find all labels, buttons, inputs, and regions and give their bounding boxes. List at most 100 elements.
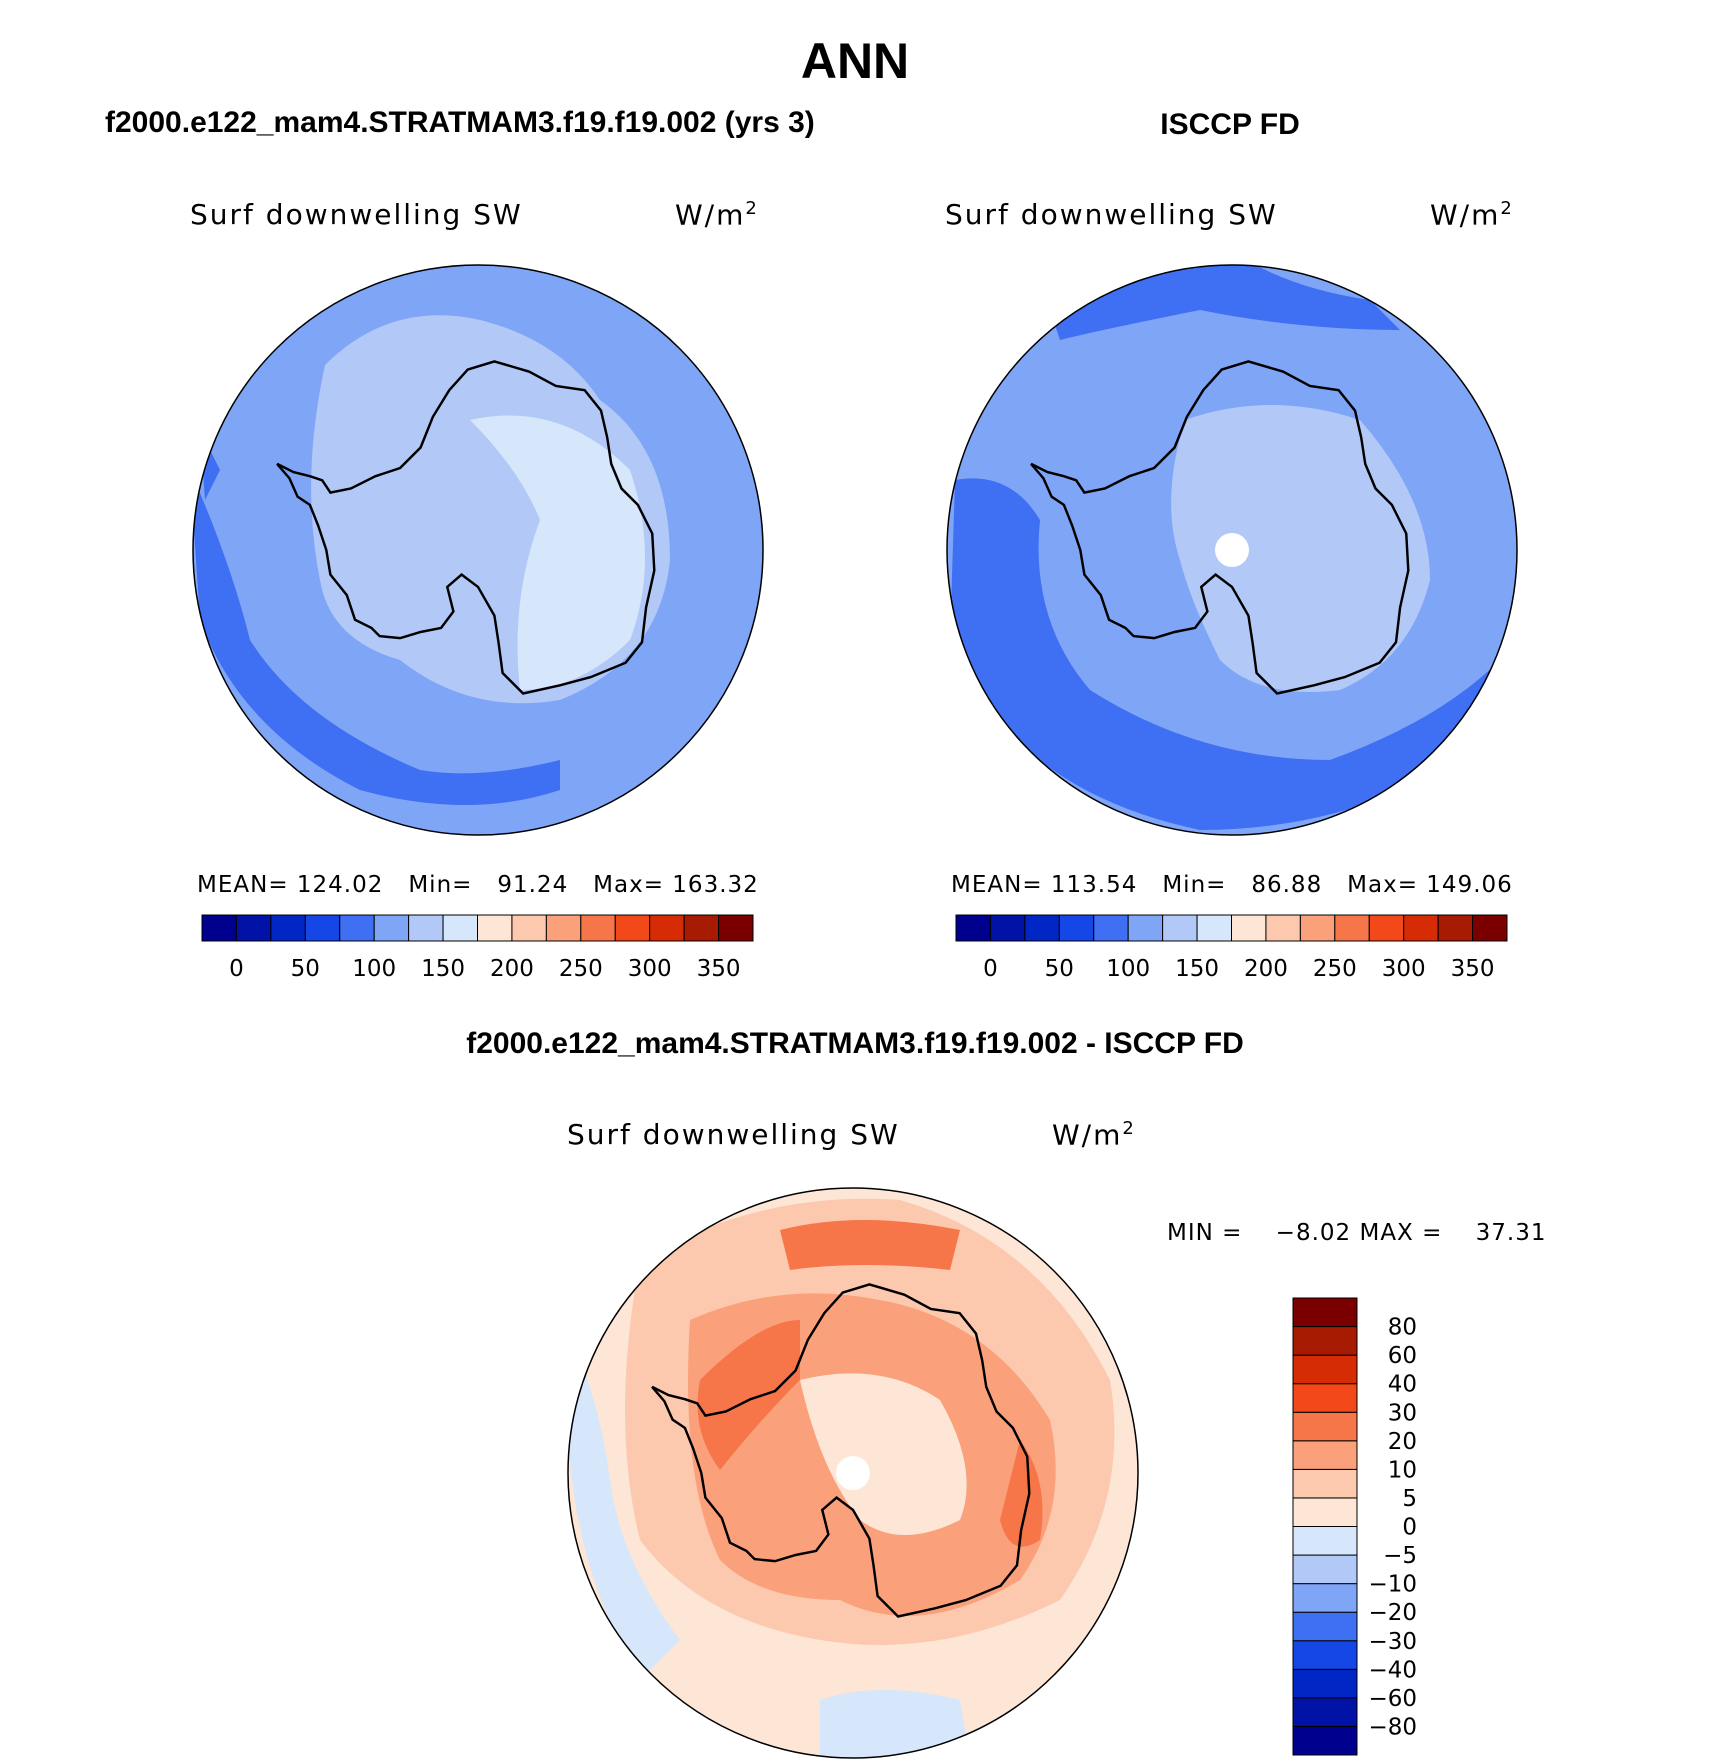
p3-colorbar-box	[1292, 1468, 1358, 1499]
p1-colorbar-tick-label: 300	[628, 956, 672, 982]
p2-colorbar-box	[1368, 914, 1405, 942]
p3-colorbar-box	[1292, 1326, 1358, 1356]
panel-3-left-label: Surf downwelling SW	[567, 1118, 900, 1151]
p1-southern-belt	[193, 470, 560, 805]
p2-map-border	[946, 264, 1518, 836]
panel-3-stats: MIN = −8.02 MAX = 37.31	[1167, 1220, 1547, 1246]
p1-colorbar-box	[580, 914, 616, 942]
panel-2-map	[946, 264, 1518, 836]
p2-colorbar-box	[1093, 914, 1129, 942]
p2-colorbar-tick-label: 0	[983, 956, 998, 982]
p3-map-border	[567, 1187, 1139, 1759]
panel-1-min: 91.24	[497, 872, 569, 898]
panel-2-mean: 113.54	[1050, 872, 1138, 898]
p2-missing-pole	[1215, 533, 1249, 567]
p2-colorbar-tick-label: 300	[1382, 956, 1426, 982]
p3-coast-strong	[697, 1320, 800, 1470]
p1-colorbar-tick-label: 50	[291, 956, 320, 982]
panel-3-map	[567, 1187, 1139, 1759]
p2-colorbar-tick-label: 350	[1451, 956, 1495, 982]
p2-colorbar-box	[1299, 914, 1336, 942]
p1-colorbar-box	[718, 914, 754, 942]
panel-2-min-label: Min=	[1162, 872, 1227, 898]
panel-1-max: 163.32	[672, 872, 759, 898]
p1-colorbar-tick-label: 200	[490, 956, 534, 982]
p2-southern-belt	[950, 478, 1517, 830]
panel-2-colorbar: 0 50 100 150 200 250 300 350	[955, 914, 1508, 982]
p1-colorbar-box	[649, 914, 685, 942]
panel-3-min: −8.02	[1275, 1220, 1352, 1246]
panel-3-units: W/m2	[1052, 1118, 1136, 1151]
panel-3-max: 37.31	[1475, 1220, 1547, 1246]
panel-2-max-label: Max=	[1347, 872, 1418, 898]
panel-3-units-base: W/m	[1052, 1118, 1123, 1152]
p1-colorbar-tick-label: 100	[352, 956, 396, 982]
p2-colorbar-box	[1403, 914, 1439, 942]
p3-colorbar-tick-label: 30	[1388, 1400, 1417, 1426]
p1-colorbar-box	[201, 914, 237, 942]
panel-2-units-sup: 2	[1500, 198, 1514, 219]
p3-colorbar-box	[1292, 1583, 1358, 1613]
p3-colorbar-tick-label: −10	[1368, 1572, 1417, 1598]
p3-band-north	[780, 1220, 960, 1270]
p2-colorbar-box	[1437, 914, 1474, 942]
p1-colorbar-box	[304, 914, 341, 942]
p3-negative-west	[568, 1330, 680, 1680]
p2-colorbar-box	[955, 914, 991, 942]
panel-1-units-base: W/m	[675, 198, 746, 232]
panel-2-max: 149.06	[1426, 872, 1513, 898]
p3-colorbar-tick-label: 5	[1402, 1486, 1417, 1512]
p3-colorbar-box	[1292, 1611, 1358, 1642]
p3-colorbar-box	[1292, 1440, 1358, 1470]
p3-missing-pole	[836, 1456, 870, 1490]
p3-negative-south	[820, 1690, 970, 1758]
p3-colorbar-box	[1292, 1383, 1358, 1413]
p3-colorbar-tick-label: 20	[1388, 1429, 1417, 1455]
p1-colorbar-box	[442, 914, 478, 942]
p1-colorbar-box	[511, 914, 547, 942]
panel-2-mean-label: MEAN=	[951, 872, 1043, 898]
p3-colorbar-box	[1292, 1668, 1358, 1699]
p2-colorbar-box	[989, 914, 1026, 942]
p3-colorbar-tick-label: −40	[1368, 1657, 1417, 1683]
p2-colorbar-box	[1058, 914, 1095, 942]
p2-colorbar-box	[1231, 914, 1267, 942]
p1-colorbar-box	[408, 914, 444, 942]
p1-colorbar-box	[270, 914, 306, 942]
p3-colorbar-box	[1292, 1411, 1358, 1442]
p2-continent	[1171, 405, 1430, 692]
panel-1-colorbar: 0 50 100 150 200 250 300 350	[201, 914, 754, 982]
panel-2-units-base: W/m	[1430, 198, 1501, 232]
p2-colorbar-box	[1265, 914, 1301, 942]
p3-colorbar-box	[1292, 1297, 1358, 1328]
p2-colorbar-tick-label: 150	[1175, 956, 1219, 982]
p3-colorbar-tick-label: 10	[1388, 1457, 1417, 1483]
p3-colorbar-box	[1292, 1354, 1358, 1385]
p2-colorbar-box	[1127, 914, 1164, 942]
p2-colorbar-box	[1162, 914, 1198, 942]
p2-colorbar-tick-label: 200	[1244, 956, 1288, 982]
p2-colorbar-tick-label: 250	[1313, 956, 1357, 982]
panel-1-mean: 124.02	[296, 872, 384, 898]
p1-colorbar-box	[373, 914, 410, 942]
p1-colorbar-tick-label: 350	[697, 956, 741, 982]
p2-colorbar-box	[1196, 914, 1232, 942]
panel-1-map	[192, 264, 764, 836]
p1-colorbar-box	[235, 914, 272, 942]
p3-plateau	[800, 1373, 967, 1535]
p1-colorbar-tick-label: 0	[229, 956, 244, 982]
p1-plateau	[470, 415, 645, 690]
panel-3-min-label: MIN =	[1167, 1220, 1243, 1246]
panel-1-max-label: Max=	[593, 872, 664, 898]
p3-colorbar-box	[1292, 1526, 1358, 1556]
p2-colorbar-tick-label: 100	[1106, 956, 1150, 982]
panel-3-max-label: MAX =	[1359, 1220, 1443, 1246]
panel-1-units: W/m2	[675, 198, 759, 231]
p3-colorbar-tick-label: 40	[1388, 1372, 1417, 1398]
p1-colorbar-box	[477, 914, 513, 942]
p3-colorbar-tick-label: 80	[1388, 1315, 1417, 1341]
p3-coast-strong-2	[1000, 1440, 1043, 1547]
panel-2-units: W/m2	[1430, 198, 1514, 231]
